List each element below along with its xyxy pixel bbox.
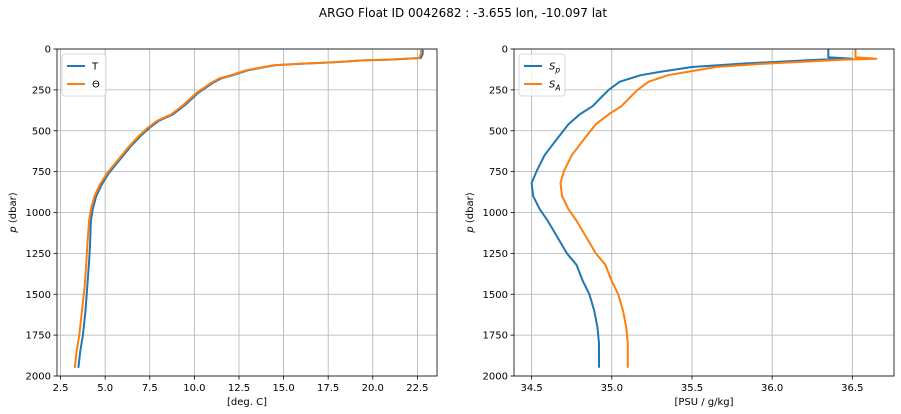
sal-ytick-label: 0 bbox=[502, 45, 508, 56]
temp-ytick-label: 500 bbox=[32, 126, 51, 137]
temp-ytick-label: 250 bbox=[32, 85, 51, 96]
temp-ytick-label: 1250 bbox=[26, 249, 51, 260]
temp-xtick-label: 10.0 bbox=[183, 383, 205, 394]
sal-legend-label-2: SA bbox=[549, 80, 561, 93]
temp-xtick-label: 20.0 bbox=[362, 383, 384, 394]
sal-xtick-label: 35.5 bbox=[681, 383, 703, 394]
temp-legend-label-1: T bbox=[91, 62, 99, 73]
sal-legend: Sp SA bbox=[518, 53, 566, 97]
temp-xtick-label: 15.0 bbox=[272, 383, 294, 394]
temp-ytick-label: 1750 bbox=[26, 331, 51, 342]
temp-ytick-label: 1000 bbox=[26, 208, 51, 219]
sal-ylabel: p (dbar) bbox=[465, 192, 476, 233]
temp-legend-label-2: Θ bbox=[92, 80, 100, 91]
temp-xtick-label: 12.5 bbox=[228, 383, 250, 394]
sal-ytick-label: 500 bbox=[489, 126, 508, 137]
temp-xtick-label: 7.5 bbox=[142, 383, 158, 394]
temp-grid bbox=[57, 48, 437, 377]
figure-title: ARGO Float ID 0042682 : -3.655 lon, -10.… bbox=[319, 6, 607, 20]
sal-xlabel: [PSU / g/kg] bbox=[674, 397, 733, 408]
sal-legend-box bbox=[518, 53, 566, 97]
sal-xtick-label: 35.0 bbox=[601, 383, 623, 394]
temp-series-line-2 bbox=[73, 49, 422, 368]
sal-ytick-label: 2000 bbox=[483, 372, 508, 383]
sal-ytick-label: 1250 bbox=[483, 249, 508, 260]
sal-xtick-label: 36.5 bbox=[841, 383, 863, 394]
temp-xtick-label: 2.5 bbox=[53, 383, 69, 394]
sal-series-line-2 bbox=[559, 49, 878, 368]
sal-legend-label-1: Sp bbox=[549, 62, 560, 75]
sal-ytick-label: 250 bbox=[489, 85, 508, 96]
temp-legend-box bbox=[61, 53, 107, 97]
sal-xtick-label: 36.0 bbox=[761, 383, 783, 394]
sal-ytick-label: 1000 bbox=[483, 208, 508, 219]
sal-ytick-label: 1750 bbox=[483, 331, 508, 342]
sal-xtick-label: 34.5 bbox=[521, 383, 543, 394]
sal-series-line-1 bbox=[530, 49, 854, 368]
sal-ytick-label: 1500 bbox=[483, 290, 508, 301]
sal-ytick-label: 750 bbox=[489, 167, 508, 178]
temperature-profile-axes: 2.5 5.0 7.5 10.0 12.5 15.0 17.5 20.0 22.5 0 250 500… bbox=[8, 45, 438, 408]
temp-xtick-label: 22.5 bbox=[406, 383, 428, 394]
salinity-profile-axes: 34.5 35.0 35.5 36.0 36.5 0 250 500 750 1000 1250 15… bbox=[465, 45, 895, 408]
temp-ytick-label: 1500 bbox=[26, 290, 51, 301]
temp-ylabel: p (dbar) bbox=[8, 192, 19, 233]
temp-ytick-label: 2000 bbox=[26, 372, 51, 383]
temp-xtick-label: 17.5 bbox=[317, 383, 339, 394]
temp-xtick-label: 5.0 bbox=[97, 383, 113, 394]
temp-series-line-1 bbox=[77, 49, 424, 368]
temp-ytick-label: 0 bbox=[45, 45, 51, 56]
temp-xlabel: [deg. C] bbox=[227, 397, 267, 408]
temp-legend: TΘ bbox=[61, 53, 107, 97]
temp-ytick-label: 750 bbox=[32, 167, 51, 178]
